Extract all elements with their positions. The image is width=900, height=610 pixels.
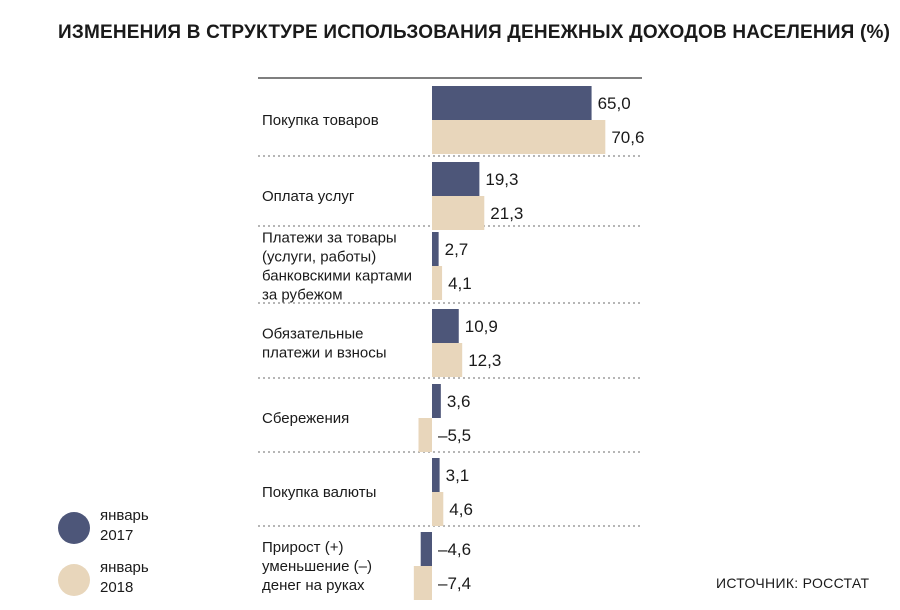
data-label: 3,1 <box>446 466 470 485</box>
category-label: Покупка товаров <box>262 112 379 129</box>
bar-2017 <box>432 309 459 343</box>
legend-item-2017: январь 2017 <box>58 506 218 554</box>
data-label: –4,6 <box>438 540 471 559</box>
category-label: Обязательные платежи и взносы <box>262 326 386 362</box>
bar-2017 <box>420 532 432 566</box>
legend-swatch-2017 <box>58 512 90 544</box>
bar-2018 <box>432 266 443 300</box>
data-label: 65,0 <box>598 94 631 113</box>
bar-2017 <box>432 86 592 120</box>
legend-swatch-2018 <box>58 564 90 596</box>
data-label: 3,6 <box>447 392 471 411</box>
bar-2018 <box>432 492 444 526</box>
bar-2018 <box>418 418 432 452</box>
category-label: Платежи за товары (услуги, работы) банковс… <box>262 230 412 304</box>
dividers <box>258 77 642 527</box>
data-label: –5,5 <box>438 426 471 445</box>
data-label: 21,3 <box>490 204 523 223</box>
category-label: Сбережения <box>262 410 349 427</box>
bar-2017 <box>432 458 440 492</box>
bar-2018 <box>413 566 432 600</box>
legend-item-2018: январь 2018 <box>58 558 218 606</box>
data-label: 19,3 <box>485 170 518 189</box>
bars <box>413 86 606 600</box>
bar-2017 <box>432 384 441 418</box>
bar-2018 <box>432 343 463 377</box>
data-label: –7,4 <box>438 574 471 593</box>
bar-2018 <box>432 120 606 154</box>
data-label: 10,9 <box>465 317 498 336</box>
data-label: 12,3 <box>468 351 501 370</box>
source-note: ИСТОЧНИК: РОССТАТ <box>716 575 870 591</box>
bar-2018 <box>432 196 485 230</box>
category-labels: Покупка товаров Оплата услуг Платежи за то… <box>262 112 412 594</box>
legend-label-2017: январь 2017 <box>100 507 149 544</box>
data-label: 4,1 <box>448 274 472 293</box>
bar-2017 <box>432 162 480 196</box>
data-label: 4,6 <box>449 500 473 519</box>
legend-label-2018: январь 2018 <box>100 559 149 596</box>
category-label: Оплата услуг <box>262 188 355 205</box>
data-label: 70,6 <box>611 128 644 147</box>
chart-title: ИЗМЕНЕНИЯ В СТРУКТУРЕ ИСПОЛЬЗОВАНИЯ ДЕНЕ… <box>58 22 891 43</box>
legend: январь 2017 январь 2018 <box>58 506 218 610</box>
data-label: 2,7 <box>445 240 469 259</box>
bar-2017 <box>432 232 439 266</box>
category-label: Прирост (+) уменьшение (–) денег на руках <box>262 539 372 594</box>
category-label: Покупка валюты <box>262 484 376 501</box>
value-labels: 65,0 70,6 19,3 21,3 2,7 4,1 10,9 12,3 3,6 –5,5 3,1… <box>438 94 644 593</box>
